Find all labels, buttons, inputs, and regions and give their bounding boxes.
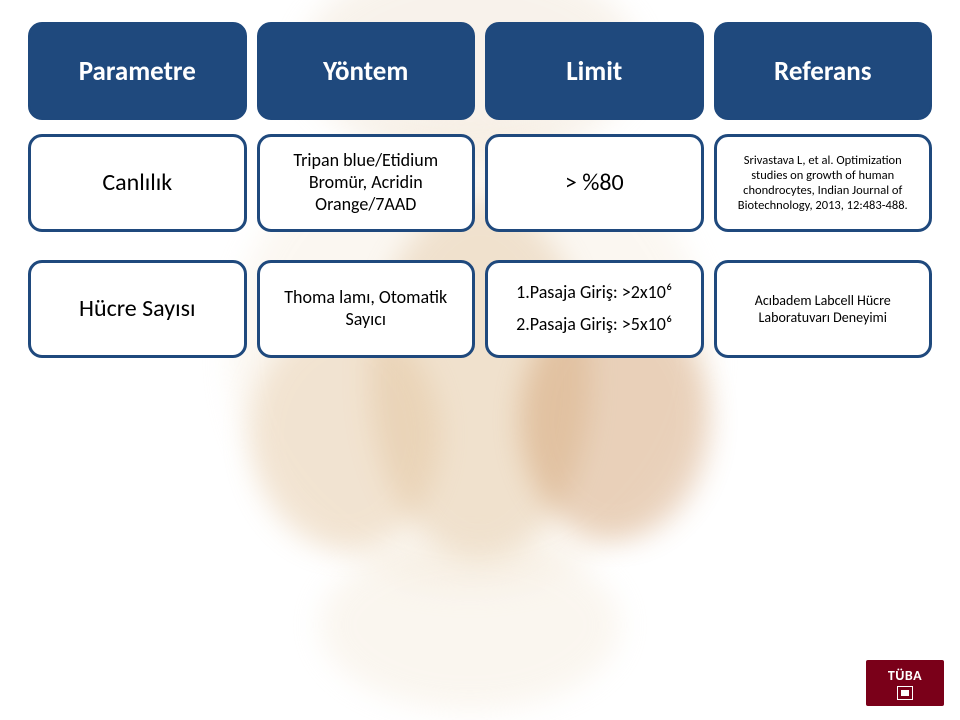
cell-referans: Acıbadem Labcell Hücre Laboratuvarı Dene…: [714, 260, 933, 358]
slide-content: Parametre Yöntem Limit Referans Canlılık…: [0, 0, 960, 720]
cell-limit: > %80: [485, 134, 704, 232]
cell-yontem: Thoma lamı, Otomatik Sayıcı: [257, 260, 476, 358]
cell-yontem: Tripan blue/Etidium Bromür, Acridin Oran…: [257, 134, 476, 232]
header-label: Yöntem: [323, 55, 408, 88]
header-label: Parametre: [79, 55, 196, 88]
data-row: Canlılık Tripan blue/Etidium Bromür, Acr…: [28, 134, 932, 232]
cell-parametre: Hücre Sayısı: [28, 260, 247, 358]
cell-text: Acıbadem Labcell Hücre Laboratuvarı Dene…: [727, 292, 920, 326]
cell-text: Tripan blue/Etidium Bromür, Acridin Oran…: [270, 150, 463, 216]
cell-parametre: Canlılık: [28, 134, 247, 232]
header-parametre: Parametre: [28, 22, 247, 120]
cell-text: > %80: [565, 169, 624, 197]
logo-mark: [897, 686, 913, 700]
header-limit: Limit: [485, 22, 704, 120]
cell-text: Hücre Sayısı: [79, 295, 195, 323]
header-label: Referans: [774, 55, 871, 88]
header-row: Parametre Yöntem Limit Referans: [28, 22, 932, 120]
cell-text: Canlılık: [102, 169, 172, 197]
header-yontem: Yöntem: [257, 22, 476, 120]
cell-referans: Srivastava L, et al. Optimization studie…: [714, 134, 933, 232]
cell-text-line: 1.Pasaja Giriş: >2x10⁶: [516, 282, 672, 304]
logo-text: TÜBA: [888, 667, 922, 684]
tuba-logo: TÜBA: [866, 660, 944, 706]
cell-text: Thoma lamı, Otomatik Sayıcı: [270, 287, 463, 331]
cell-text-line: 2.Pasaja Giriş: >5x10⁶: [516, 314, 672, 336]
cell-text: Srivastava L, et al. Optimization studie…: [727, 153, 920, 214]
data-row: Hücre Sayısı Thoma lamı, Otomatik Sayıcı…: [28, 260, 932, 358]
header-label: Limit: [566, 55, 622, 88]
header-referans: Referans: [714, 22, 933, 120]
cell-limit: 1.Pasaja Giriş: >2x10⁶ 2.Pasaja Giriş: >…: [485, 260, 704, 358]
